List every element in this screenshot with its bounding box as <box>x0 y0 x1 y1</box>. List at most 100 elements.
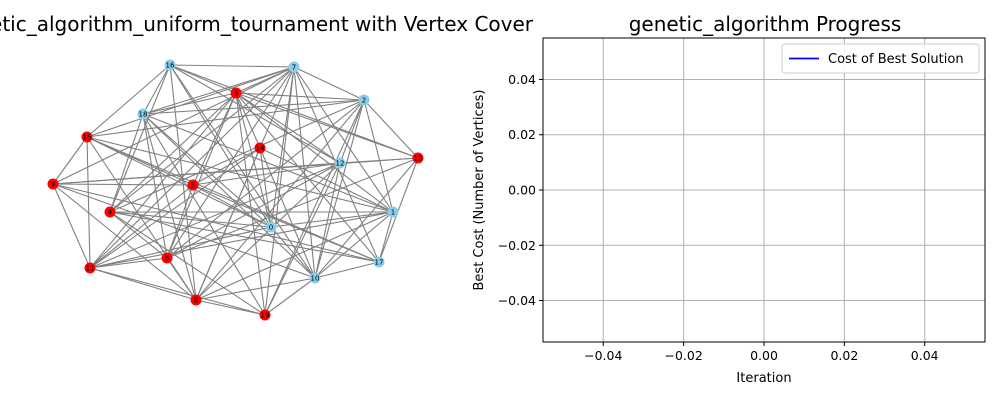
graph-edge <box>314 261 380 279</box>
graph-node-8 <box>190 294 202 306</box>
graph-node-4 <box>104 206 116 218</box>
graph-edge <box>86 66 295 138</box>
graph-edge <box>142 113 394 213</box>
graph-node-14 <box>254 142 266 154</box>
graph-edge <box>109 113 144 213</box>
graph-edge <box>270 226 316 279</box>
graph-edge <box>89 92 237 269</box>
graph-node-label: 9 <box>51 181 55 189</box>
graph-node-label: 14 <box>256 145 265 153</box>
graph-node-0 <box>265 221 277 233</box>
graph-edge <box>142 64 171 115</box>
graph-edge <box>142 66 295 115</box>
graph-edge <box>52 183 316 279</box>
graph-node-3 <box>230 87 242 99</box>
graph-edge <box>195 99 365 301</box>
legend-label: Cost of Best Solution <box>828 52 964 67</box>
y-tick-label: 0.00 <box>508 183 536 198</box>
graph-node-label: 5 <box>191 182 195 190</box>
graph-edge <box>89 267 197 301</box>
graph-node-5 <box>187 179 199 191</box>
graph-edge <box>109 64 171 213</box>
graph-node-label: 0 <box>269 224 273 232</box>
graph-edge <box>52 66 295 185</box>
graph-node-label: 17 <box>375 259 384 267</box>
graph-edge <box>314 157 419 279</box>
x-tick-label: 0.00 <box>750 348 778 363</box>
graph-edge <box>264 66 295 316</box>
graph-edge <box>192 162 341 186</box>
graph-edge <box>264 162 341 316</box>
graph-node-label: 7 <box>292 64 296 72</box>
graph-edge <box>86 136 197 301</box>
graph-node-label: 19 <box>261 312 270 320</box>
graph-edge <box>264 99 365 316</box>
graph-edges <box>52 64 419 316</box>
graph-node-16 <box>164 59 176 71</box>
graph-edge <box>166 99 365 259</box>
graph-edge <box>195 147 261 301</box>
x-axis-label: Iteration <box>736 371 791 386</box>
graph-node-label: 4 <box>108 209 113 217</box>
graph-edge <box>378 211 394 263</box>
y-tick-label: −0.04 <box>498 293 536 308</box>
graph-node-19 <box>259 309 271 321</box>
graph-edge <box>339 99 365 164</box>
graph-edge <box>192 92 237 186</box>
graph-edge <box>89 211 394 269</box>
graph-edge <box>52 136 88 185</box>
graph-edge <box>109 92 237 213</box>
chart-ticks: −0.04 −0.04 −0.02 −0.02 0.00 0.00 0.02 0.02 0.04… <box>498 72 939 363</box>
graph-edge <box>89 267 266 316</box>
graph-edge <box>89 257 168 269</box>
graph-node-9 <box>47 178 59 190</box>
graph-edge <box>169 64 272 228</box>
y-tick-label: 0.04 <box>508 72 536 87</box>
graph-node-2 <box>358 94 370 106</box>
graph-edge <box>86 64 171 138</box>
legend: Cost of Best Solution <box>781 43 980 74</box>
graph-node-label: 10 <box>311 275 320 283</box>
graph-edge <box>89 184 194 269</box>
graph-edge <box>169 64 316 279</box>
graph-node-17 <box>373 256 385 268</box>
x-tick-label: 0.02 <box>830 348 858 363</box>
graph-node-13 <box>412 152 424 164</box>
graph-edge <box>270 66 295 228</box>
graph-node-label: 12 <box>336 160 345 168</box>
graph-edge <box>293 66 365 101</box>
graph-edge <box>363 99 419 159</box>
graph-edge <box>264 277 316 316</box>
graph-edge <box>235 92 261 149</box>
graph-title: ph_genetic_algorithm_uniform_tournament … <box>0 12 534 36</box>
graph-edge <box>142 113 197 301</box>
graph-edge <box>109 66 295 213</box>
graph-edge <box>192 147 261 186</box>
graph-edge <box>169 64 197 301</box>
graph-edge <box>109 211 266 316</box>
graph-node-12 <box>334 157 346 169</box>
graph-node-6 <box>161 252 173 264</box>
graph-edge <box>89 147 261 269</box>
graph-edge <box>195 299 266 316</box>
y-tick-label: −0.02 <box>498 238 536 253</box>
graph-edge <box>169 64 341 164</box>
graph-edge <box>314 162 341 279</box>
graph-edge <box>195 277 316 301</box>
graph-edge <box>142 113 266 316</box>
graph-node-label: 15 <box>83 134 92 142</box>
graph-edge <box>259 147 316 279</box>
graph-edge <box>89 162 341 269</box>
graph-edge <box>235 92 341 164</box>
graph-node-label: 11 <box>86 265 95 273</box>
graph-node-15 <box>81 131 93 143</box>
graph-node-label: 16 <box>166 62 175 70</box>
y-tick-label: 0.02 <box>508 127 536 142</box>
graph-node-1 <box>387 206 399 218</box>
graph-node-11 <box>84 262 96 274</box>
x-tick-label: −0.02 <box>664 348 702 363</box>
graph-edge <box>169 64 295 68</box>
graph-node-label: 2 <box>362 97 366 105</box>
graph-edge <box>86 136 91 269</box>
